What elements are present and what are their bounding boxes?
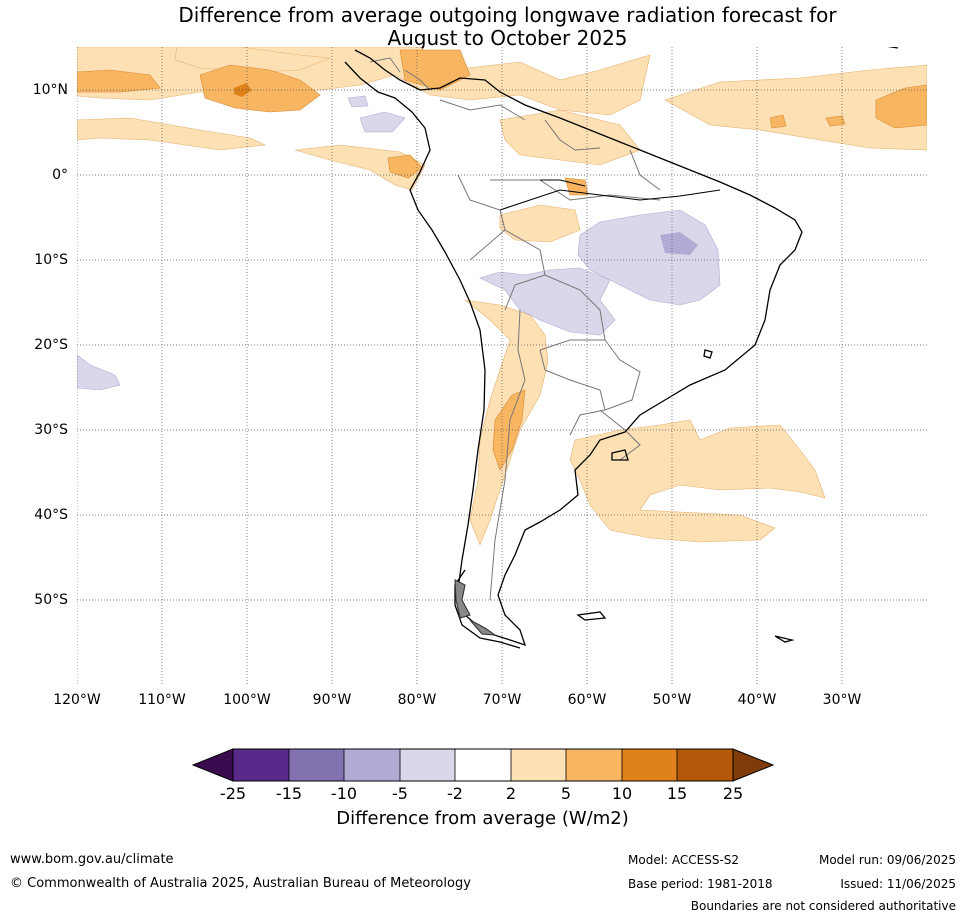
title-line-2: August to October 2025 [387,26,628,50]
colorbar-tick-7: 5 [560,784,572,803]
colorbar-tick-1: -25 [219,784,247,803]
model-run-text: Model run: 09/06/2025 [818,853,956,867]
colorbar-tick-3: -10 [330,784,358,803]
anomaly-light-purple [77,95,721,391]
lon-label-60w: 60°W [567,692,607,708]
disclaimer-text: Boundaries are not considered authoritat… [690,899,956,913]
colorbar-tick-5: -2 [447,784,463,803]
model-text: Model: ACCESS-S2 [628,853,740,867]
lat-label-0: 0° [52,167,68,183]
lat-label-10n: 10°N [32,82,68,98]
website-link[interactable]: www.bom.gov.au/climate [10,852,174,867]
lon-label-30w: 30°W [822,692,862,708]
lon-label-120w: 120°W [53,692,101,708]
title-line-1: Difference from average outgoing longwav… [178,3,837,27]
copyright-text: © Commonwealth of Australia 2025, Austra… [10,876,471,891]
fjords [454,579,497,636]
anomaly-light-orange [77,47,927,546]
issued-text: Issued: 11/06/2025 [840,877,956,891]
colorbar-label: Difference from average (W/m2) [336,808,629,829]
lat-label-20s: 20°S [34,337,68,353]
colorbar-tick-4: -5 [392,784,408,803]
lon-label-40w: 40°W [737,692,777,708]
lon-label-90w: 90°W [312,692,352,708]
anomaly-dark-orange [234,83,252,97]
colorbar-tick-9: 15 [666,784,688,803]
lat-label-10s: 10°S [34,252,68,268]
lon-label-70w: 70°W [482,692,522,708]
lat-label-30s: 30°S [34,422,68,438]
major-rivers [499,179,721,211]
anomaly-purple [660,232,698,255]
colorbar-tick-2: -15 [275,784,303,803]
lon-label-50w: 50°W [652,692,692,708]
lon-label-80w: 80°W [397,692,437,708]
lat-label-40s: 40°S [34,507,68,523]
colorbar-tick-6: 2 [505,784,517,803]
colorbar-tick-10: 25 [722,784,744,803]
lat-label-50s: 50°S [34,592,68,608]
country-boundaries [369,57,661,601]
map-title: Difference from average outgoing longwav… [0,4,965,50]
lon-label-110w: 110°W [138,692,186,708]
lon-label-100w: 100°W [223,692,271,708]
colorbar-tick-8: 10 [611,784,633,803]
base-period-text: Base period: 1981-2018 [628,877,773,891]
